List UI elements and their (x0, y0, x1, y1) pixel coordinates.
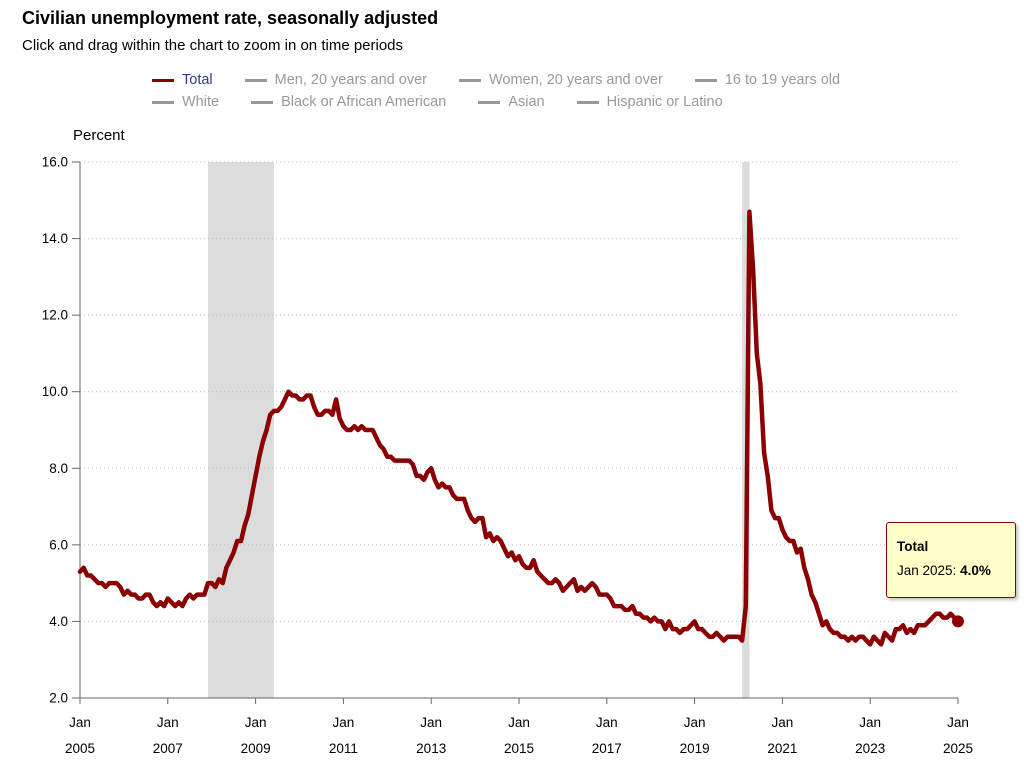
legend-swatch (152, 78, 174, 82)
x-tick-label-month: Jan (420, 715, 442, 730)
x-tick-label-year: 2017 (592, 741, 622, 756)
legend-item-hispanic[interactable]: Hispanic or Latino (576, 94, 723, 110)
x-tick-label-month: Jan (157, 715, 179, 730)
legend-item-black[interactable]: Black or African American (251, 94, 446, 110)
legend-item-women[interactable]: Women, 20 years and over (458, 72, 663, 88)
x-tick-label-year: 2025 (943, 741, 973, 756)
legend-item-teens[interactable]: 16 to 19 years old (694, 72, 841, 88)
x-tick-label-year: 2023 (855, 741, 885, 756)
legend-swatch (152, 100, 174, 104)
tooltip-body: Jan 2025: 4.0% (897, 563, 1015, 578)
x-tick-label-year: 2021 (767, 741, 797, 756)
legend-row-2: White Black or African American Asian Hi… (152, 91, 932, 113)
y-tick-label: 16.0 (42, 155, 68, 170)
x-tick-label-month: Jan (596, 715, 618, 730)
series-line-total (77, 209, 961, 647)
legend-label: Asian (508, 94, 545, 110)
legend: Total Men, 20 years and over Women, 20 y… (152, 69, 932, 113)
legend-item-men[interactable]: Men, 20 years and over (244, 72, 427, 88)
x-tick-label-year: 2019 (680, 741, 710, 756)
y-tick-label: 4.0 (49, 614, 68, 629)
recession-band (208, 162, 274, 698)
legend-label: Hispanic or Latino (606, 94, 723, 110)
chart-title: Civilian unemployment rate, seasonally a… (22, 8, 439, 28)
legend-swatch (576, 100, 599, 104)
legend-label: White (182, 94, 220, 110)
legend-label: Black or African American (281, 94, 447, 110)
x-tick-label-month: Jan (859, 715, 881, 730)
chart-subtitle: Click and drag within the chart to zoom … (22, 37, 404, 54)
x-tick-label-month: Jan (245, 715, 267, 730)
y-tick-label: 10.0 (42, 384, 68, 399)
legend-swatch (694, 78, 717, 82)
legend-swatch (458, 78, 481, 82)
legend-swatch (251, 100, 274, 104)
x-tick-label-month: Jan (333, 715, 355, 730)
x-tick-label-year: 2007 (153, 741, 183, 756)
y-tick-label: 8.0 (49, 461, 68, 476)
legend-label: Total (182, 72, 213, 88)
legend-swatch (478, 100, 501, 104)
tooltip-label: Jan 2025: (897, 563, 961, 578)
legend-label: Men, 20 years and over (274, 72, 427, 88)
x-tick-label-year: 2009 (241, 741, 271, 756)
tooltip-value: 4.0% (960, 563, 991, 578)
x-tick-label-year: 2005 (65, 741, 95, 756)
y-tick-label: 6.0 (49, 537, 68, 552)
legend-label: 16 to 19 years old (724, 72, 841, 88)
legend-swatch (244, 78, 267, 82)
legend-item-white[interactable]: White (152, 94, 219, 110)
tooltip-title: Total (897, 539, 929, 554)
y-axis-label: Percent (73, 127, 126, 144)
y-tick-label: 14.0 (42, 231, 68, 246)
legend-label: Women, 20 years and over (488, 72, 663, 88)
x-tick-label-month: Jan (684, 715, 706, 730)
x-tick-label-year: 2013 (416, 741, 446, 756)
x-tick-label-month: Jan (772, 715, 794, 730)
highlight-point (952, 615, 964, 628)
legend-item-total[interactable]: Total (152, 72, 213, 88)
x-tick-label-year: 2015 (504, 741, 534, 756)
y-tick-label: 2.0 (49, 691, 68, 706)
legend-item-asian[interactable]: Asian (478, 94, 545, 110)
tooltip: Total Jan 2025: 4.0% (886, 522, 1016, 598)
legend-row-1: Total Men, 20 years and over Women, 20 y… (152, 69, 932, 91)
x-tick-label-month: Jan (508, 715, 530, 730)
x-tick-label-year: 2011 (329, 741, 358, 756)
y-tick-label: 12.0 (42, 308, 68, 323)
x-tick-label-month: Jan (947, 715, 969, 730)
x-tick-label-month: Jan (69, 715, 91, 730)
